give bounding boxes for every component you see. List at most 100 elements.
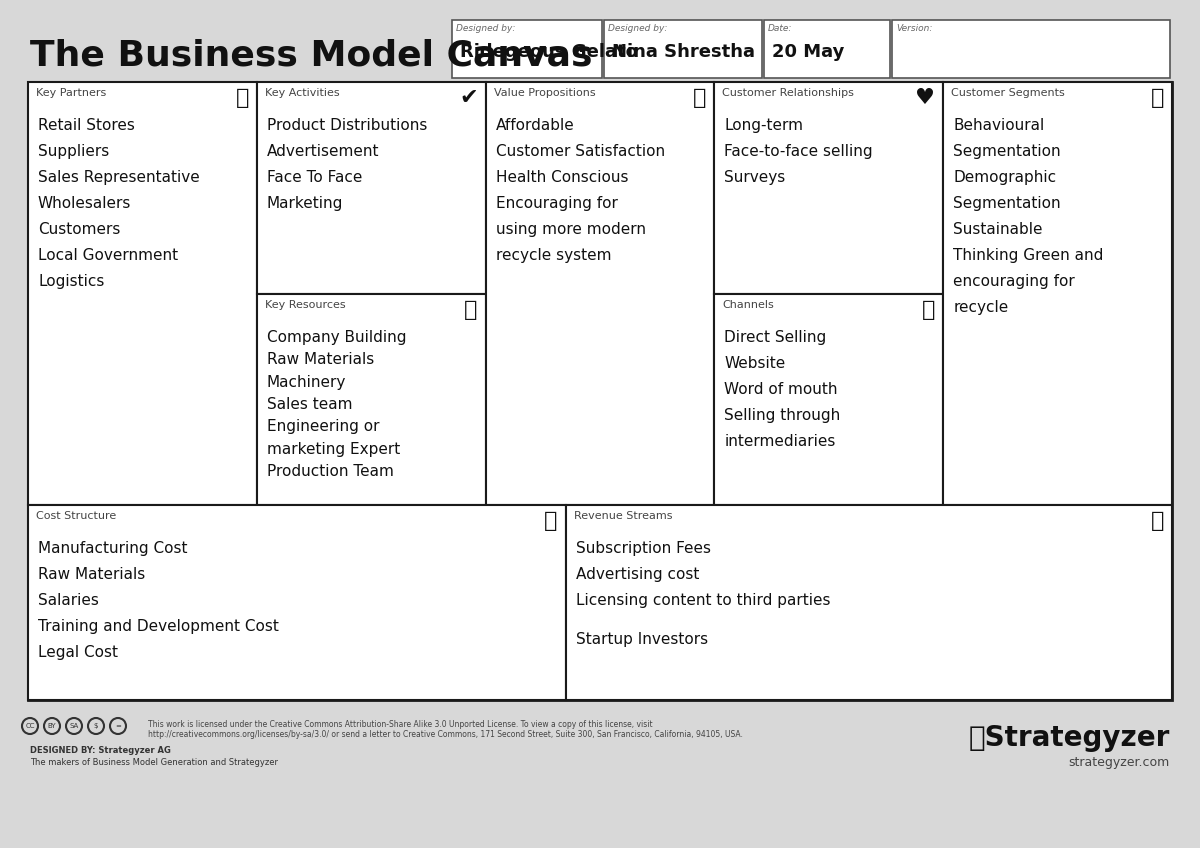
Bar <box>764 20 890 78</box>
Text: 🏭: 🏭 <box>464 300 478 320</box>
Text: Marketing: Marketing <box>266 196 343 211</box>
Text: Channels: Channels <box>722 300 774 310</box>
Text: Subscription Fees: Subscription Fees <box>576 541 710 556</box>
Text: Nina Shrestha: Nina Shrestha <box>612 43 755 61</box>
Bar <box>0 706 1200 840</box>
Bar <box>892 20 1170 78</box>
Bar <box>565 505 1172 700</box>
Text: Cost Structure: Cost Structure <box>36 511 116 522</box>
Text: Ridegeous Gelato: Ridegeous Gelato <box>460 43 638 61</box>
Text: Customer Segments: Customer Segments <box>952 88 1064 98</box>
Text: encouraging for: encouraging for <box>953 274 1075 289</box>
Bar <box>257 294 486 505</box>
Text: Segmentation: Segmentation <box>953 196 1061 211</box>
Text: Manufacturing Cost: Manufacturing Cost <box>38 541 187 556</box>
Text: Affordable: Affordable <box>496 118 575 133</box>
Text: 👤: 👤 <box>1151 88 1164 108</box>
Text: BY: BY <box>48 723 56 729</box>
Text: Version:: Version: <box>896 24 932 33</box>
Text: recycle system: recycle system <box>496 248 611 263</box>
Text: 💰: 💰 <box>1151 511 1164 532</box>
Text: Key Resources: Key Resources <box>265 300 346 310</box>
Text: Product Distributions: Product Distributions <box>266 118 427 133</box>
Text: Long-term: Long-term <box>725 118 804 133</box>
Bar <box>28 82 1172 700</box>
Text: strategyzer.com: strategyzer.com <box>1069 756 1170 769</box>
Text: Sustainable: Sustainable <box>953 222 1043 237</box>
Text: Demographic: Demographic <box>953 170 1056 185</box>
Text: Revenue Streams: Revenue Streams <box>574 511 672 522</box>
Bar <box>486 82 714 505</box>
Text: Raw Materials: Raw Materials <box>266 352 374 367</box>
Text: Customers: Customers <box>38 222 120 237</box>
Text: Retail Stores: Retail Stores <box>38 118 134 133</box>
Bar <box>257 82 486 294</box>
Text: Website: Website <box>725 356 786 371</box>
Text: Surveys: Surveys <box>725 170 786 185</box>
Text: recycle: recycle <box>953 300 1008 315</box>
Text: Segmentation: Segmentation <box>953 144 1061 159</box>
Text: Training and Development Cost: Training and Development Cost <box>38 619 278 634</box>
Text: Licensing content to third parties: Licensing content to third parties <box>576 594 830 608</box>
Text: Word of mouth: Word of mouth <box>725 382 838 397</box>
Text: Key Activities: Key Activities <box>265 88 340 98</box>
Text: Thinking Green and: Thinking Green and <box>953 248 1104 263</box>
Text: using more modern: using more modern <box>496 222 646 237</box>
Text: This work is licensed under the Creative Commons Attribution-Share Alike 3.0 Unp: This work is licensed under the Creative… <box>148 720 653 729</box>
Text: Startup Investors: Startup Investors <box>576 633 708 647</box>
Text: Sales team: Sales team <box>266 397 353 412</box>
Bar <box>714 294 943 505</box>
Text: 🎁: 🎁 <box>694 88 707 108</box>
Text: CC: CC <box>25 723 35 729</box>
Text: ⛓: ⛓ <box>235 88 248 108</box>
Text: Suppliers: Suppliers <box>38 144 109 159</box>
Text: marketing Expert: marketing Expert <box>266 442 400 456</box>
Text: intermediaries: intermediaries <box>725 434 835 449</box>
Text: Production Team: Production Team <box>266 464 394 479</box>
Text: The Business Model Canvas: The Business Model Canvas <box>30 38 593 72</box>
Text: Sales Representative: Sales Representative <box>38 170 199 185</box>
Text: Direct Selling: Direct Selling <box>725 330 827 345</box>
Text: Machinery: Machinery <box>266 375 346 389</box>
Bar <box>28 505 565 700</box>
Text: 🚚: 🚚 <box>922 300 935 320</box>
Text: 20 May: 20 May <box>772 43 845 61</box>
Text: Face-to-face selling: Face-to-face selling <box>725 144 874 159</box>
Text: The makers of Business Model Generation and Strategyzer: The makers of Business Model Generation … <box>30 758 278 767</box>
Text: Salaries: Salaries <box>38 594 98 608</box>
Text: SA: SA <box>70 723 79 729</box>
Text: Company Building: Company Building <box>266 330 407 345</box>
Text: Designed by:: Designed by: <box>608 24 667 33</box>
Text: ♥: ♥ <box>916 88 935 108</box>
Text: ⓈStrategyzer: ⓈStrategyzer <box>968 724 1170 752</box>
Text: Customer Satisfaction: Customer Satisfaction <box>496 144 665 159</box>
Text: Key Partners: Key Partners <box>36 88 107 98</box>
Text: Date:: Date: <box>768 24 792 33</box>
Text: Engineering or: Engineering or <box>266 419 379 434</box>
Text: Face To Face: Face To Face <box>266 170 362 185</box>
Text: Value Propositions: Value Propositions <box>493 88 595 98</box>
Bar <box>604 20 762 78</box>
Text: Local Government: Local Government <box>38 248 178 263</box>
Bar <box>452 20 602 78</box>
Text: Health Conscious: Health Conscious <box>496 170 628 185</box>
Text: DESIGNED BY: Strategyzer AG: DESIGNED BY: Strategyzer AG <box>30 746 170 755</box>
Text: $: $ <box>94 723 98 729</box>
Bar <box>943 82 1172 505</box>
Text: Wholesalers: Wholesalers <box>38 196 131 211</box>
Text: Customer Relationships: Customer Relationships <box>722 88 854 98</box>
Text: http://creativecommons.org/licenses/by-sa/3.0/ or send a letter to Creative Comm: http://creativecommons.org/licenses/by-s… <box>148 730 743 739</box>
Bar <box>714 82 943 294</box>
Text: ✔: ✔ <box>458 88 478 108</box>
Text: Designed by:: Designed by: <box>456 24 515 33</box>
Text: Advertising cost: Advertising cost <box>576 567 700 583</box>
Text: Encouraging for: Encouraging for <box>496 196 618 211</box>
Text: Behavioural: Behavioural <box>953 118 1044 133</box>
Text: Legal Cost: Legal Cost <box>38 645 118 661</box>
Text: Selling through: Selling through <box>725 408 841 423</box>
Text: Logistics: Logistics <box>38 274 104 289</box>
Text: 🏷: 🏷 <box>545 511 558 532</box>
Text: Raw Materials: Raw Materials <box>38 567 145 583</box>
Text: Advertisement: Advertisement <box>266 144 379 159</box>
Bar <box>28 82 257 505</box>
